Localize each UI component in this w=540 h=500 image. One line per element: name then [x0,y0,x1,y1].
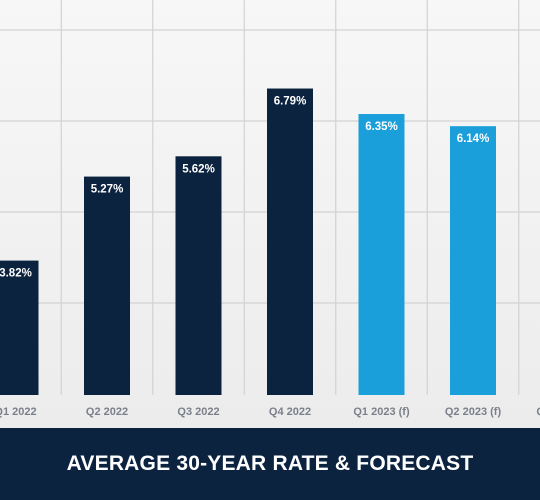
bar-5 [450,126,496,395]
x-tick-label-5: Q2 2023 (f) [445,406,502,418]
data-labels: 3.82% 5.27% 5.62% 6.79% 6.35% 6.14% [0,96,489,280]
bar-chart: 3.82% 5.27% 5.62% 6.79% 6.35% 6.14% Q1 2022 Q2… [0,0,540,418]
data-label-1: 5.27% [91,184,124,196]
bar-2 [175,156,222,395]
x-tick-label-2: Q3 2022 [177,406,219,418]
data-label-2: 5.62% [182,163,215,175]
x-axis-tick-labels: Q1 2022 Q2 2022 Q3 2022 Q4 2022 Q1 2023 (f) Q… [0,406,540,418]
data-label-4: 6.35% [365,121,398,133]
bars [0,88,496,396]
x-tick-label-4: Q1 2023 (f) [353,406,410,418]
x-tick-label-6: Q3 2023 (f) [536,406,540,418]
x-tick-label-1: Q2 2022 [86,406,128,418]
data-label-3: 6.79% [274,96,307,108]
data-label-5: 6.14% [457,133,490,145]
data-label-0: 3.82% [0,268,32,280]
plot-area: 3.82% 5.27% 5.62% 6.79% 6.35% 6.14% Q1 2022 Q2… [0,0,540,428]
chart-title: AVERAGE 30-YEAR RATE & FORECAST [66,452,474,475]
x-tick-label-3: Q4 2022 [269,406,311,418]
title-band: AVERAGE 30-YEAR RATE & FORECAST [0,428,540,500]
bar-1 [84,176,130,395]
x-tick-label-0: Q1 2022 [0,406,37,418]
bar-4 [358,114,405,395]
bar-0 [0,260,39,395]
bar-3 [267,88,313,396]
